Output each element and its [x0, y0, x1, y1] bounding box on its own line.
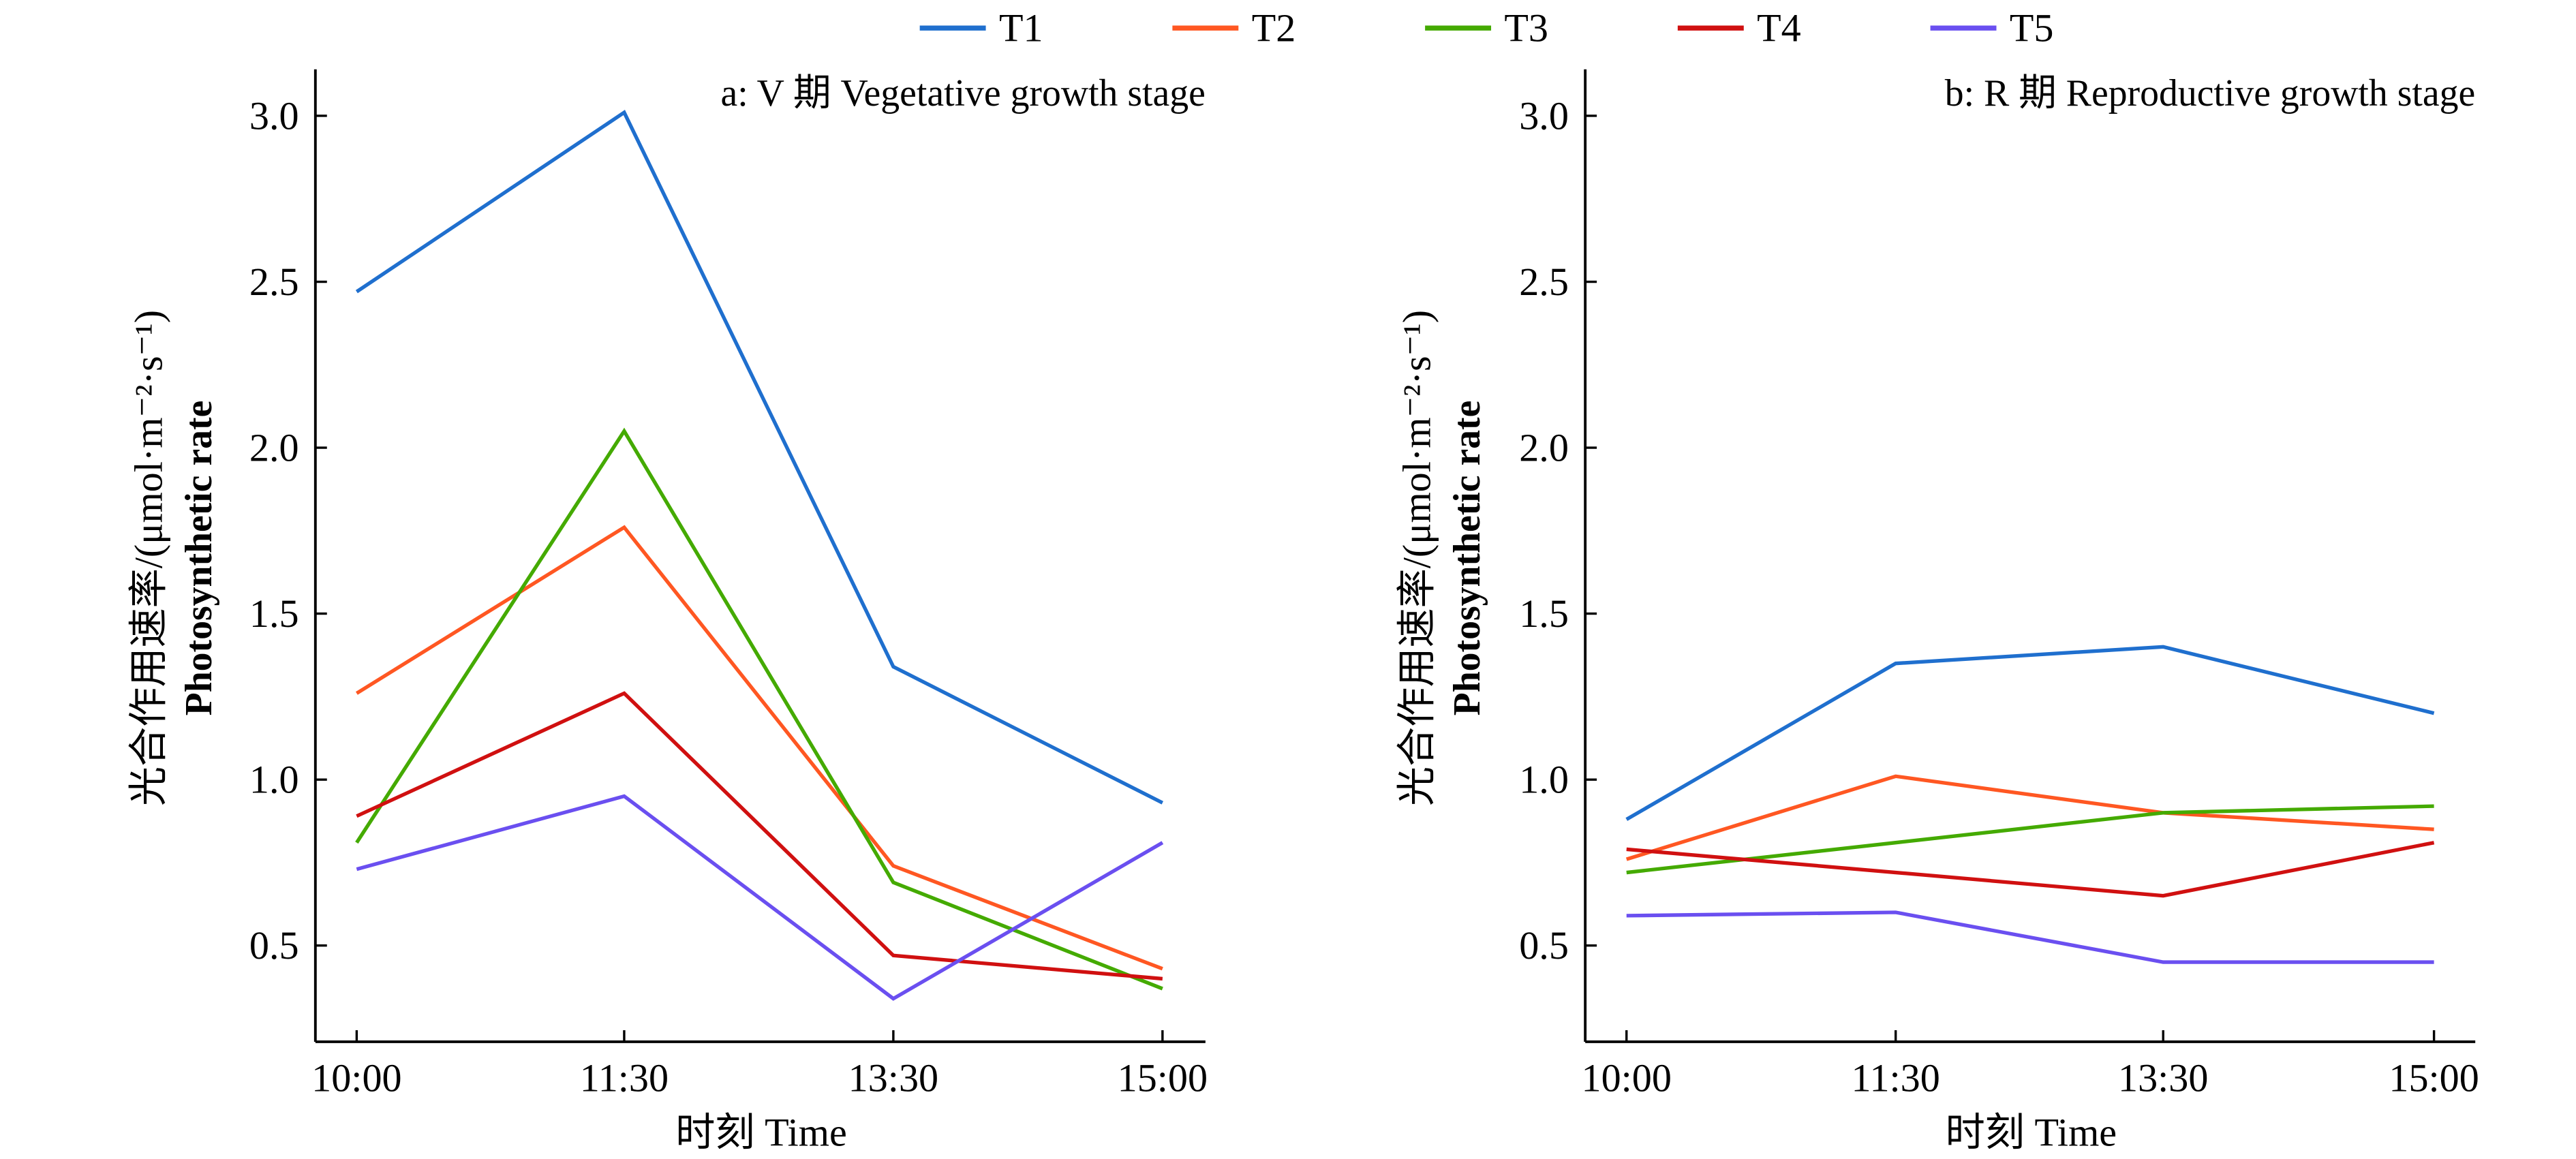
- legend-item-t1: T1: [919, 6, 1043, 50]
- legend-item-t2: T2: [1172, 6, 1295, 50]
- panel-b-y-axis-title: 光合作用速率/(μmol·m⁻²·s⁻¹) Photosynthetic rat…: [1394, 310, 1488, 806]
- panel-a-y-tick-label: 0.5: [249, 923, 299, 968]
- panel-a-x-tick-label: 11:30: [580, 1056, 669, 1100]
- panel-b-y-tick-label: 2.5: [1519, 260, 1569, 304]
- panel-a-ylabel-en: Photosynthetic rate: [178, 401, 220, 716]
- panel-b-ylabel-cn: 光合作用速率/(μmol·m⁻²·s⁻¹): [1394, 310, 1439, 806]
- panel-b-x-tick-label: 10:00: [1582, 1056, 1672, 1100]
- panel-a-y-axis-title: 光合作用速率/(μmol·m⁻²·s⁻¹) Photosynthetic rat…: [126, 310, 220, 806]
- legend-label-t1: T1: [999, 6, 1043, 50]
- panel-a-series-t2: [355, 525, 1163, 971]
- panel-a-xlabel: 时刻 Time: [675, 1111, 846, 1155]
- panel-a-series-t4: [356, 691, 1163, 981]
- panel-b-y-tick-label: 1.5: [1519, 591, 1569, 636]
- legend-item-t4: T4: [1677, 6, 1801, 50]
- panel-b-y-tick-label: 2.0: [1519, 425, 1569, 469]
- panel-a-x-tick-label: 15:00: [1118, 1056, 1208, 1100]
- panel-a-y-tick-label: 3.0: [249, 93, 299, 138]
- legend-item-t5: T5: [1930, 6, 2054, 50]
- legend-label-t2: T2: [1252, 6, 1296, 50]
- panel-b-y-tick-label: 0.5: [1519, 923, 1569, 968]
- panel-b-title: b: R 期 Reproductive growth stage: [1945, 72, 2475, 114]
- panel-b-y-tick-label: 1.0: [1519, 758, 1569, 802]
- panel-a-y-tick-label: 1.5: [249, 591, 299, 636]
- legend-item-t3: T3: [1425, 6, 1548, 50]
- panel-b-xlabel: 时刻 Time: [1946, 1111, 2117, 1155]
- panel-b-series-t1: [1625, 645, 2435, 821]
- panel-a-series-t3: [355, 427, 1163, 991]
- panel-b-series-t4: [1626, 841, 2435, 898]
- panel-b-reproductive: b: R 期 Reproductive growth stage 光合作用速率/…: [1394, 69, 2479, 1155]
- panel-b-y-tick-label: 3.0: [1519, 93, 1569, 138]
- panel-a-vegetative: a: V 期 Vegetative growth stage 光合作用速率/(μ…: [126, 69, 1208, 1155]
- panel-b-x-tick-label: 13:30: [2118, 1056, 2208, 1100]
- panel-a-series-t5: [356, 794, 1164, 1001]
- legend-label-t3: T3: [1504, 6, 1548, 50]
- panel-b-x-tick-label: 15:00: [2389, 1056, 2479, 1100]
- panel-b-series-t3: [1626, 804, 2434, 875]
- legend-label-t4: T4: [1757, 6, 1801, 50]
- panel-a-x-tick-label: 10:00: [311, 1056, 401, 1100]
- panel-b-x-tick-label: 11:30: [1852, 1056, 1940, 1100]
- panel-a-y-tick-label: 1.0: [249, 758, 299, 802]
- panel-a-ylabel-cn: 光合作用速率/(μmol·m⁻²·s⁻¹): [126, 310, 170, 806]
- panel-a-y-tick-label: 2.0: [249, 425, 299, 469]
- panel-b-ylabel-en: Photosynthetic rate: [1446, 401, 1488, 716]
- panel-a-title: a: V 期 Vegetative growth stage: [721, 72, 1206, 114]
- panel-a-y-tick-label: 2.5: [249, 260, 299, 304]
- panel-b-series-t2: [1625, 774, 2434, 861]
- legend: T1 T2 T3 T4 T5: [919, 6, 2054, 50]
- panel-b-series-t5: [1626, 910, 2434, 964]
- panel-a-x-tick-label: 13:30: [848, 1056, 938, 1100]
- panel-a-series-t1: [355, 110, 1164, 805]
- legend-label-t5: T5: [2010, 6, 2054, 50]
